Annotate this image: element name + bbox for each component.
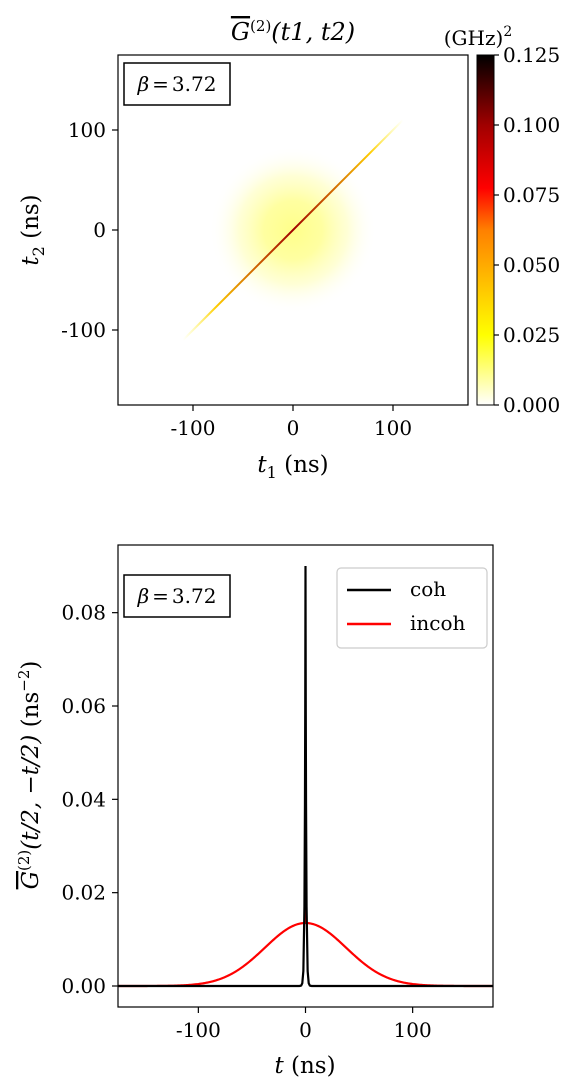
y-tick-label: 0.08	[61, 601, 106, 625]
y-tick-label: 100	[68, 118, 106, 142]
colorbar-gradient	[476, 54, 495, 406]
colorbar-tick-label: 0.050	[503, 253, 560, 277]
y-tick-label: 0.06	[61, 694, 106, 718]
line-chart: -100 0 100 0.00 0.02 0.04 0.06 0.08 t (ns) G(2…	[15, 544, 494, 1079]
y-tick-label: 0.02	[61, 881, 106, 905]
y-tick-label: -100	[61, 318, 106, 342]
x-tick-label: 100	[374, 416, 412, 440]
x-axis-label: t1 (ns)	[257, 452, 328, 482]
beta-annotation: β = 3.72	[137, 584, 217, 608]
y-tick-label: 0	[93, 218, 106, 242]
x-axis: -100 0 100	[171, 405, 412, 440]
colorbar-label: (GHz)2	[444, 24, 512, 50]
legend-frame	[336, 567, 488, 649]
x-axis: -100 0 100	[176, 1007, 432, 1042]
heatmap-chart: G(2)(t1, t2) -100 0 100 -100 0 100 t1 (ns) t…	[18, 17, 560, 482]
x-tick-label: 0	[287, 416, 300, 440]
legend-label-incoh: incoh	[410, 611, 466, 635]
y-axis-label: G(2)(t/2, −t/2) (ns−2)	[15, 661, 44, 890]
y-axis: 0.00 0.02 0.04 0.06 0.08	[61, 601, 118, 998]
x-tick-label: 100	[394, 1018, 432, 1042]
annotation-box: β = 3.72	[123, 574, 231, 618]
y-tick-label: 0.04	[61, 787, 106, 811]
legend: coh incoh	[336, 567, 488, 649]
legend-label-coh: coh	[410, 577, 446, 601]
x-tick-label: -100	[171, 416, 216, 440]
colorbar: 0.000 0.025 0.050 0.075 0.100 0.125 (GHz)2	[444, 24, 561, 417]
annotation-box: β = 3.72	[123, 62, 231, 106]
colorbar-tick-label: 0.075	[503, 183, 560, 207]
x-tick-label: -100	[176, 1018, 221, 1042]
y-axis: -100 0 100	[61, 118, 118, 342]
colorbar-tick-label: 0.100	[503, 113, 560, 137]
beta-annotation: β = 3.72	[137, 72, 217, 96]
chart-title: G(2)(t1, t2)	[231, 17, 355, 46]
colorbar-tick-label: 0.025	[503, 323, 560, 347]
x-axis-label: t (ns)	[274, 1053, 335, 1079]
x-tick-label: 0	[299, 1018, 312, 1042]
colorbar-tick-label: 0.000	[503, 393, 560, 417]
series-coh-line	[118, 565, 493, 988]
coherent-diagonal	[182, 119, 404, 341]
colorbar-tick-label: 0.125	[503, 43, 560, 67]
y-tick-label: 0.00	[61, 974, 106, 998]
colorbar-ticks: 0.000 0.025 0.050 0.075 0.100 0.125	[494, 43, 560, 417]
y-axis-label: t2 (ns)	[18, 194, 48, 265]
